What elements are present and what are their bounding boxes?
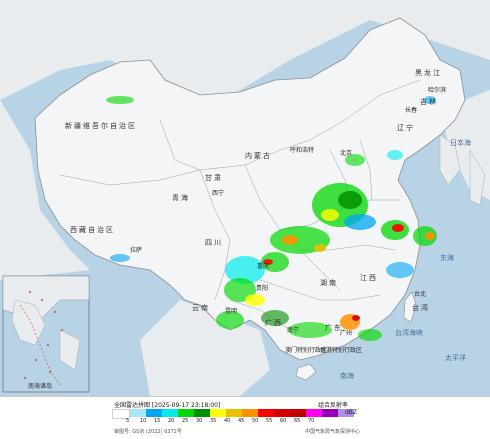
legend-tick-label: 45 bbox=[238, 418, 245, 424]
sea-label: 南海 bbox=[340, 371, 354, 380]
city-label: 昆明 bbox=[225, 308, 237, 315]
color-scale-bar bbox=[112, 409, 354, 419]
city-label: 长春 bbox=[405, 106, 417, 114]
inset-label: 南海诸岛 bbox=[28, 382, 52, 390]
city-label: 香港特别行政区 bbox=[320, 346, 362, 354]
sea-label: 东海 bbox=[440, 253, 454, 262]
region-label: 湖南 bbox=[320, 278, 338, 287]
region-label: 云南 bbox=[192, 303, 210, 312]
city-label: 西宁 bbox=[212, 189, 224, 197]
radar-title: 全国雷达拼图 [2025-09-17 23:18:00] bbox=[114, 402, 221, 409]
legend-tick-label: 50 bbox=[252, 418, 259, 424]
city-label: 贵阳 bbox=[256, 284, 268, 292]
neighbor-land-west bbox=[0, 100, 90, 280]
region-label: 吉林 bbox=[420, 97, 438, 106]
region-label: 内蒙古 bbox=[245, 151, 272, 160]
region-labels: 新疆维吾尔自治区 西藏自治区 青海 内蒙古 黑龙江 吉林 辽宁 甘肃 四川 云南… bbox=[65, 68, 442, 332]
city-label: 澳门特别行政区 bbox=[285, 346, 327, 354]
region-label: 广东 bbox=[325, 323, 343, 332]
color-scale-ticks: 5 10 15 20 25 30 35 40 45 50 55 60 65 70 bbox=[112, 418, 324, 424]
region-label: 广西 bbox=[265, 318, 283, 327]
city-label: 重庆 bbox=[257, 262, 269, 270]
legend-swatch bbox=[146, 409, 162, 417]
legend-swatch bbox=[322, 409, 338, 417]
map-canvas: 新疆维吾尔自治区 西藏自治区 青海 内蒙古 黑龙江 吉林 辽宁 甘肃 四川 云南… bbox=[0, 0, 490, 396]
legend-tick-label: 40 bbox=[224, 418, 231, 424]
echo-cluster-north bbox=[106, 96, 436, 262]
product-name: 组合反射率 bbox=[318, 402, 349, 409]
legend-tick-label: 25 bbox=[182, 418, 189, 424]
echo-cluster-east-coast bbox=[381, 220, 437, 278]
legend-tick-label: 55 bbox=[266, 418, 273, 424]
legend-tick-label: 30 bbox=[196, 418, 203, 424]
legend-tick-label: 20 bbox=[168, 418, 175, 424]
legend-swatch bbox=[258, 409, 274, 417]
legend-swatch bbox=[338, 409, 354, 417]
sea-label: 台湾海峡 bbox=[395, 328, 423, 337]
echo-cluster-southwest bbox=[216, 256, 289, 329]
legend-swatch bbox=[162, 409, 178, 417]
region-label: 新疆维吾尔自治区 bbox=[65, 121, 137, 130]
taiwan-island bbox=[403, 291, 417, 323]
korea-peninsula bbox=[439, 134, 461, 186]
legend-swatch bbox=[242, 409, 258, 417]
sea-label: 太平洋 bbox=[445, 353, 466, 362]
city-label: 广州 bbox=[340, 329, 352, 337]
legend-swatch bbox=[112, 409, 130, 419]
region-label: 四川 bbox=[205, 239, 223, 247]
echo-cluster-south bbox=[288, 314, 382, 341]
legend-tick-label: 35 bbox=[210, 418, 217, 424]
city-label: 台北 bbox=[414, 290, 426, 298]
legend-swatch bbox=[306, 409, 322, 417]
data-source: 中国气象局气象探测中心 bbox=[305, 429, 361, 435]
legend-swatch bbox=[130, 409, 146, 417]
region-label: 江西 bbox=[360, 274, 378, 282]
province-boundaries bbox=[59, 79, 421, 331]
sea-label: 日本海 bbox=[450, 138, 471, 147]
hainan-island bbox=[295, 363, 317, 381]
region-label: 甘肃 bbox=[205, 173, 223, 182]
neighbor-land-north bbox=[0, 0, 490, 110]
city-label: 哈尔滨 bbox=[428, 86, 446, 94]
unit-label: dBZ bbox=[345, 409, 358, 416]
radar-echoes bbox=[106, 96, 437, 341]
reflectivity-legend: 全国雷达拼图 [2025-09-17 23:18:00] 组合反射率 dBZ 5… bbox=[0, 396, 490, 439]
sea-labels: 日本海 东海 台湾海峡 太平洋 南海 bbox=[340, 138, 471, 380]
legend-tick-label: 15 bbox=[154, 418, 161, 424]
south-china-sea-inset: 南海诸岛 bbox=[2, 275, 90, 393]
region-label: 台湾 bbox=[412, 303, 430, 312]
city-label: 北京 bbox=[340, 149, 352, 157]
legend-swatch bbox=[178, 409, 194, 417]
legend-tick-label: 5 bbox=[126, 418, 130, 424]
city-labels: 哈尔滨 长春 呼和浩特 北京 西宁 拉萨 重庆 贵阳 昆明 南宁 广州 台北 澳… bbox=[130, 86, 446, 354]
legend-swatch bbox=[194, 409, 210, 417]
japan-islands bbox=[469, 149, 486, 206]
city-label: 呼和浩特 bbox=[290, 146, 314, 154]
region-label: 辽宁 bbox=[397, 123, 415, 132]
legend-swatch bbox=[274, 409, 290, 417]
legend-swatch bbox=[290, 409, 306, 417]
legend-swatch bbox=[210, 409, 226, 417]
legend-tick-label: 70 bbox=[308, 418, 315, 424]
legend-tick-label: 10 bbox=[140, 418, 147, 424]
city-label: 南宁 bbox=[287, 326, 299, 334]
region-label: 青海 bbox=[172, 193, 190, 202]
legend-tick-label: 60 bbox=[280, 418, 287, 424]
legend-swatch bbox=[226, 409, 242, 417]
region-label: 黑龙江 bbox=[415, 68, 442, 77]
map-approval-number: 审图号: GS京 (2022) 0372号 bbox=[114, 429, 182, 435]
region-label: 西藏自治区 bbox=[70, 225, 115, 234]
legend-tick-label: 65 bbox=[294, 418, 301, 424]
echo-cluster-central-east bbox=[261, 183, 376, 272]
city-label: 拉萨 bbox=[130, 246, 142, 254]
